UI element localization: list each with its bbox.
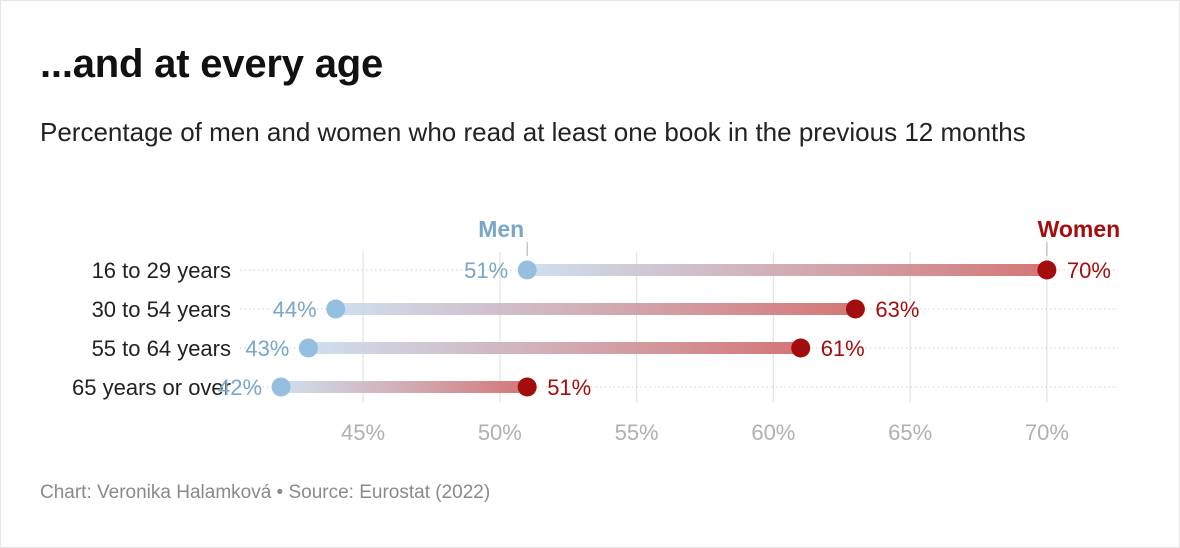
x-tick-label: 70% bbox=[1025, 420, 1069, 445]
x-tick-label: 50% bbox=[478, 420, 522, 445]
men-value-label: 51% bbox=[464, 258, 508, 283]
dumbbell-dots bbox=[271, 260, 1057, 397]
legend-women-label: Women bbox=[1038, 216, 1121, 242]
women-dot bbox=[791, 338, 811, 358]
category-label: 30 to 54 years bbox=[92, 297, 231, 322]
series-legend: Men Women bbox=[478, 216, 1120, 256]
chart-source: Chart: Veronika Halamková • Source: Euro… bbox=[40, 482, 491, 503]
category-label: 16 to 29 years bbox=[92, 258, 231, 283]
men-value-label: 44% bbox=[273, 297, 317, 322]
dumbbell-bar bbox=[281, 381, 528, 393]
men-dot bbox=[298, 338, 318, 358]
men-value-label: 42% bbox=[218, 375, 262, 400]
gridlines: 45% 50% 55% 60% 65% 70% bbox=[341, 252, 1069, 445]
x-tick-label: 55% bbox=[615, 420, 659, 445]
women-value-label: 51% bbox=[547, 375, 591, 400]
category-label: 65 years or over bbox=[72, 375, 231, 400]
dumbbell-bar bbox=[335, 303, 856, 315]
women-dot bbox=[845, 299, 865, 319]
legend-men-label: Men bbox=[478, 216, 524, 242]
dumbbell-bar bbox=[527, 264, 1047, 276]
women-value-label: 63% bbox=[875, 297, 919, 322]
x-tick-label: 45% bbox=[341, 420, 385, 445]
dumbbell-bars bbox=[281, 264, 1047, 393]
value-labels: 16 to 29 years 51% 70% 30 to 54 years 44% 63%… bbox=[72, 258, 1111, 400]
chart-subtitle: Percentage of men and women who read at … bbox=[40, 117, 1026, 147]
men-value-label: 43% bbox=[245, 336, 289, 361]
x-tick-label: 65% bbox=[888, 420, 932, 445]
x-tick-label: 60% bbox=[751, 420, 795, 445]
men-dot bbox=[271, 377, 291, 397]
chart-title: ...and at every age bbox=[40, 42, 384, 86]
men-dot bbox=[517, 260, 537, 280]
dumbbell-bar bbox=[308, 342, 801, 354]
women-dot bbox=[1037, 260, 1057, 280]
women-value-label: 70% bbox=[1067, 258, 1111, 283]
women-dot bbox=[517, 377, 537, 397]
men-dot bbox=[326, 299, 346, 319]
category-label: 55 to 64 years bbox=[92, 336, 231, 361]
women-value-label: 61% bbox=[821, 336, 865, 361]
row-guides bbox=[240, 269, 1118, 388]
